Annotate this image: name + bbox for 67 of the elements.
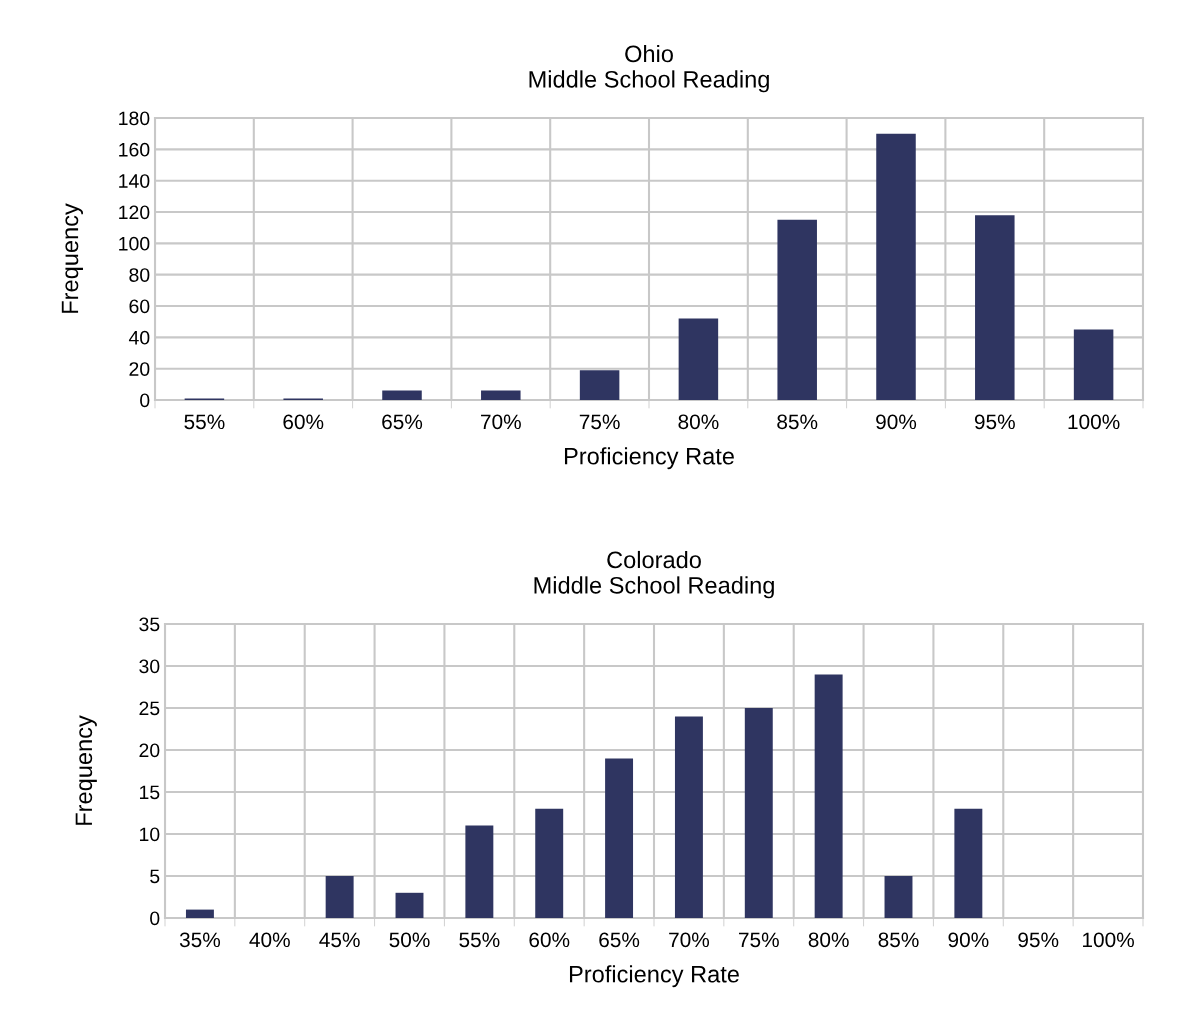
bar [678, 318, 719, 400]
bar [876, 133, 916, 400]
bar [605, 758, 634, 918]
y-tick-label: 15 [140, 785, 160, 800]
x-tick-label: 80% [678, 414, 719, 430]
y-tick-label: 0 [140, 393, 150, 408]
y-tick-label: 30 [139, 659, 160, 674]
bar [814, 674, 843, 918]
y-tick-label: 0 [150, 911, 160, 926]
y-tick-label: 80 [129, 268, 150, 282]
bar [395, 892, 424, 918]
x-tick-label: 70% [669, 932, 710, 948]
y-tick-label: 140 [119, 174, 150, 188]
x-tick-label: 100% [1068, 414, 1120, 430]
bar [465, 825, 494, 918]
y-tick-label: 120 [119, 205, 150, 220]
x-tick-label: 40% [249, 932, 290, 948]
x-axis-title: Proficiency Rate [569, 965, 739, 988]
x-tick-label: 60% [529, 932, 570, 948]
x-axis-title: Proficiency Rate [564, 447, 734, 470]
bar [481, 390, 521, 400]
x-tick-label: 100% [1083, 932, 1134, 948]
x-tick-label: 65% [599, 932, 640, 948]
x-tick-label: 70% [481, 414, 521, 430]
y-tick-label: 60 [129, 299, 150, 314]
y-tick-label: 35 [139, 617, 160, 632]
bar [744, 708, 773, 918]
x-tick-label: 75% [579, 414, 620, 430]
y-tick-label: 160 [119, 142, 150, 157]
chart-title: Ohio Middle School Reading [529, 44, 769, 93]
x-tick-label: 75% [739, 932, 779, 948]
x-tick-label: 80% [808, 932, 849, 948]
x-tick-label: 55% [459, 932, 500, 948]
y-tick-label: 180 [119, 111, 150, 126]
x-tick-label: 45% [319, 932, 360, 948]
x-tick-label: 90% [948, 932, 989, 948]
chart-title: Colorado Middle School Reading [534, 550, 774, 599]
x-tick-label: 85% [777, 414, 818, 430]
bar [674, 716, 703, 918]
x-tick-label: 50% [389, 932, 430, 948]
y-tick-label: 20 [139, 743, 160, 758]
bar [884, 876, 913, 918]
bar [975, 215, 1015, 400]
x-tick-label: 90% [876, 414, 917, 430]
y-tick-label: 5 [150, 869, 160, 884]
bar [535, 808, 564, 918]
y-tick-label: 25 [139, 701, 160, 716]
x-tick-label: 85% [878, 932, 919, 948]
y-tick-label: 10 [140, 827, 160, 842]
bar [579, 370, 620, 400]
y-axis-title: Frequency [61, 203, 83, 313]
y-tick-label: 40 [128, 330, 150, 345]
x-tick-label: 65% [382, 414, 423, 430]
y-tick-label: 100 [119, 236, 150, 251]
x-tick-label: 35% [179, 932, 221, 948]
x-tick-label: 60% [283, 414, 324, 430]
y-tick-label: 20 [129, 362, 150, 376]
bar [954, 808, 983, 918]
bar [185, 909, 214, 918]
x-tick-label: 95% [1018, 932, 1059, 948]
bar [382, 390, 422, 400]
bar [777, 219, 817, 400]
bar [325, 876, 354, 918]
bar [1073, 329, 1114, 400]
x-tick-label: 95% [974, 414, 1015, 430]
x-tick-label: 55% [184, 414, 225, 430]
y-axis-title: Frequency [75, 715, 97, 825]
